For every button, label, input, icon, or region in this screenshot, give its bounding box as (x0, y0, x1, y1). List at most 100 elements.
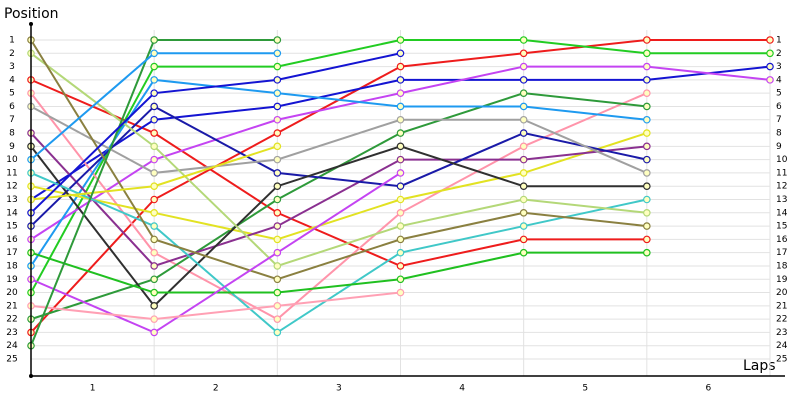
point (519, 248, 528, 257)
series-line (30, 132, 648, 241)
point (643, 102, 651, 111)
y-tick-label: 3 (9, 62, 15, 72)
point (150, 36, 158, 44)
point (396, 36, 405, 44)
y-tick-label: 12 (6, 182, 17, 192)
point (273, 182, 282, 191)
x-tick-label: 1 (90, 384, 96, 394)
series-line (30, 291, 401, 321)
y-tick-label-right: 14 (776, 208, 788, 218)
point (150, 129, 158, 137)
series-line (30, 52, 401, 214)
point (273, 195, 282, 204)
point (519, 129, 528, 137)
point (519, 142, 528, 151)
point (519, 36, 528, 44)
point (766, 62, 774, 71)
point (273, 76, 282, 84)
point (150, 102, 158, 111)
point (396, 169, 405, 177)
point (643, 235, 651, 244)
point (150, 142, 158, 151)
y-tick-label: 7 (9, 115, 15, 125)
point (150, 275, 158, 284)
axis-origin (29, 374, 33, 378)
point (643, 129, 651, 137)
point (273, 155, 282, 164)
point (396, 62, 405, 71)
x-tick-label: 4 (459, 384, 465, 394)
y-tick-label-right: 20 (776, 288, 788, 298)
y-axis-title: Position (4, 6, 59, 22)
y-tick-label: 16 (6, 235, 18, 245)
point (396, 129, 405, 137)
y-tick-label-right: 13 (776, 195, 787, 205)
point (643, 142, 651, 151)
y-tick-label-right: 24 (776, 341, 788, 351)
point (396, 208, 405, 217)
y-tick-label-right: 17 (776, 248, 787, 258)
point (519, 155, 528, 164)
point (519, 169, 528, 177)
point (519, 49, 528, 58)
y-tick-label-right: 3 (776, 62, 782, 72)
point (150, 89, 158, 97)
y-tick-label: 8 (9, 129, 15, 139)
point (273, 102, 282, 111)
point (396, 195, 405, 204)
y-tick-label-right: 21 (776, 301, 787, 311)
point (519, 182, 528, 191)
point (519, 102, 528, 111)
series-line (30, 105, 648, 227)
point (273, 315, 282, 323)
point (643, 36, 651, 44)
point (273, 288, 282, 297)
point (766, 49, 774, 58)
series-line (30, 171, 648, 334)
series-line (30, 39, 647, 281)
y-tick-label: 11 (6, 168, 17, 178)
point (396, 275, 405, 284)
y-tick-label: 5 (9, 89, 15, 99)
y-tick-label: 21 (6, 301, 17, 311)
point (273, 235, 282, 244)
y-tick-label-right: 2 (776, 49, 782, 59)
point (396, 155, 405, 164)
point (643, 182, 651, 191)
y-tick-label: 2 (9, 49, 15, 59)
point (643, 62, 651, 71)
point (643, 222, 651, 230)
point (150, 169, 158, 177)
y-tick-label-right: 1 (776, 35, 782, 45)
y-tick-label: 10 (6, 155, 18, 165)
point (273, 302, 282, 310)
x-tick-label: 2 (213, 384, 219, 394)
point (519, 76, 528, 84)
point (150, 288, 158, 297)
point (396, 102, 405, 111)
y-tick-label-right: 5 (776, 89, 782, 99)
point (643, 115, 651, 124)
y-tick-label-right: 16 (776, 235, 788, 245)
point (150, 76, 158, 84)
point (273, 62, 282, 71)
y-tick-label-right: 9 (776, 142, 782, 152)
point (150, 49, 158, 58)
point (150, 208, 158, 217)
point (150, 62, 158, 71)
y-tick-label: 1 (9, 35, 15, 45)
y-tick-label: 15 (6, 222, 17, 232)
point (519, 222, 528, 230)
point (396, 182, 405, 191)
y-tick-label: 20 (6, 288, 18, 298)
point (273, 208, 282, 217)
point (519, 115, 528, 124)
y-tick-label-right: 15 (776, 222, 787, 232)
point (643, 208, 651, 217)
point (273, 262, 282, 270)
x-axis-title: Laps (743, 358, 776, 374)
point (643, 89, 651, 97)
series-line (30, 78, 647, 268)
point (396, 262, 405, 270)
point (766, 76, 774, 84)
